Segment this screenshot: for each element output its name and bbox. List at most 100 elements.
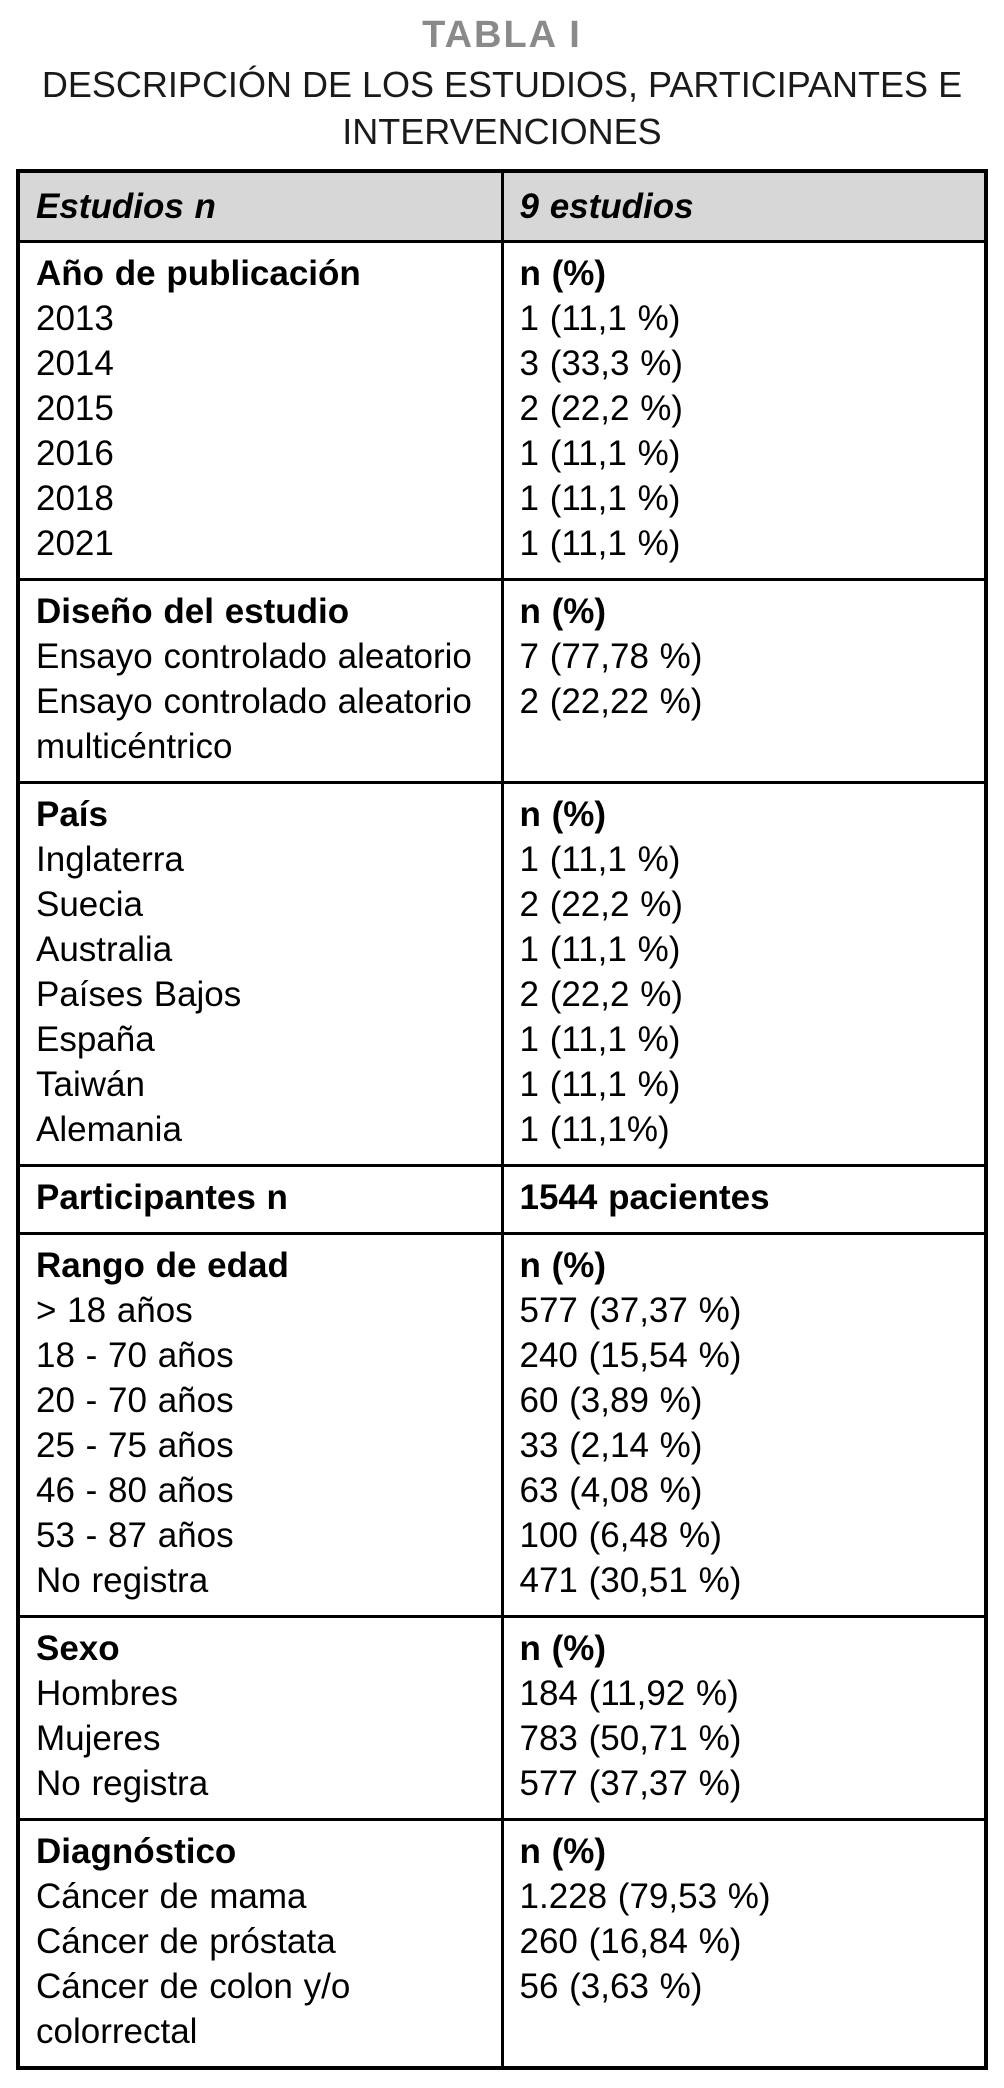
item-label: 2016: [36, 434, 114, 473]
section-heading: Rango de edad: [36, 1246, 289, 1285]
item-value: 1 (11,1 %): [519, 930, 681, 969]
section-labels-cell: Diagnóstico Cáncer de mama Cáncer de pró…: [16, 1818, 504, 2070]
section-heading: País: [36, 795, 108, 834]
item-label: Cáncer de próstata: [36, 1922, 336, 1961]
section-values-cell: n (%) 1 (11,1 %) 3 (33,3 %) 2 (22,2 %) 1…: [500, 240, 988, 581]
header-cell-total: 9 estudios: [500, 169, 988, 243]
item-label: 18 - 70 años: [36, 1336, 234, 1375]
section-diagnostico: Diagnóstico Cáncer de mama Cáncer de pró…: [16, 1818, 988, 2070]
section-value-heading: n (%): [519, 1246, 607, 1285]
section-value-heading: n (%): [519, 254, 607, 293]
section-pais: País Inglaterra Suecia Australia Países …: [16, 781, 988, 1167]
item-value: 1 (11,1 %): [519, 434, 681, 473]
section-labels-cell: Diseño del estudio Ensayo controlado ale…: [16, 578, 504, 784]
item-label: 2015: [36, 389, 114, 428]
item-label: Cáncer de colon y/o colorrectal: [36, 1967, 351, 2051]
item-value: 577 (37,37 %): [519, 1764, 742, 1803]
item-value: 184 (11,92 %): [519, 1674, 739, 1713]
item-value: 1 (11,1 %): [519, 1020, 681, 1059]
item-value: 7 (77,78 %): [519, 637, 703, 676]
item-value: 3 (33,3 %): [519, 344, 683, 383]
section-values-cell: 1544 pacientes: [500, 1164, 988, 1235]
item-value: 1 (11,1 %): [519, 299, 681, 338]
studies-description-table: Estudios n 9 estudios Año de publicación…: [16, 169, 988, 2070]
section-participantes: Participantes n 1544 pacientes: [16, 1164, 988, 1235]
item-label: 53 - 87 años: [36, 1516, 234, 1555]
section-labels-cell: Año de publicación 2013 2014 2015 2016 2…: [16, 240, 504, 581]
item-label: Australia: [36, 930, 173, 969]
header-label-left: Estudios n: [36, 187, 216, 226]
item-label: 2014: [36, 344, 114, 383]
section-heading: Año de publicación: [36, 254, 361, 293]
item-label: 25 - 75 años: [36, 1426, 234, 1465]
item-label: Ensayo controlado aleatorio multicéntric…: [36, 682, 472, 766]
item-value: 260 (16,84 %): [519, 1922, 742, 1961]
item-value: 100 (6,48 %): [519, 1516, 722, 1555]
table-subtitle-line-1: DESCRIPCIÓN DE LOS ESTUDIOS, PARTICIPANT…: [41, 64, 963, 105]
item-value: 577 (37,37 %): [519, 1291, 742, 1330]
item-value: 1 (11,1%): [519, 1110, 670, 1149]
section-values-cell: n (%) 184 (11,92 %) 783 (50,71 %) 577 (3…: [500, 1615, 988, 1821]
table-header-row: Estudios n 9 estudios: [16, 169, 988, 243]
table-subtitle-line-2: INTERVENCIONES: [342, 111, 662, 152]
section-labels-cell: País Inglaterra Suecia Australia Países …: [16, 781, 504, 1167]
section-value-heading: n (%): [519, 1629, 607, 1668]
item-label: 46 - 80 años: [36, 1471, 234, 1510]
item-label: Alemania: [36, 1110, 182, 1149]
header-label-right: 9 estudios: [519, 187, 694, 226]
item-label: > 18 años: [36, 1291, 193, 1330]
item-value: 240 (15,54 %): [519, 1336, 742, 1375]
section-value-heading: n (%): [519, 1832, 607, 1871]
item-label: 2021: [36, 524, 114, 563]
item-label: Cáncer de mama: [36, 1877, 307, 1916]
item-value: 1 (11,1 %): [519, 840, 681, 879]
section-value-heading: n (%): [519, 592, 607, 631]
item-value: 2 (22,2 %): [519, 885, 683, 924]
item-label: 2013: [36, 299, 114, 338]
section-ano-de-publicacion: Año de publicación 2013 2014 2015 2016 2…: [16, 240, 988, 581]
section-values-cell: n (%) 577 (37,37 %) 240 (15,54 %) 60 (3,…: [500, 1232, 988, 1618]
section-value-heading: n (%): [519, 795, 607, 834]
item-label: Mujeres: [36, 1719, 161, 1758]
item-label: Inglaterra: [36, 840, 184, 879]
item-value: 33 (2,14 %): [519, 1426, 703, 1465]
section-heading: Diagnóstico: [36, 1832, 237, 1871]
item-label: No registra: [36, 1561, 209, 1600]
item-label: No registra: [36, 1764, 209, 1803]
section-labels-cell: Participantes n: [16, 1164, 504, 1235]
section-diseno-del-estudio: Diseño del estudio Ensayo controlado ale…: [16, 578, 988, 784]
item-label: España: [36, 1020, 155, 1059]
item-label: Taiwán: [36, 1065, 145, 1104]
item-value: 2 (22,2 %): [519, 389, 683, 428]
item-label: Suecia: [36, 885, 144, 924]
section-rango-de-edad: Rango de edad > 18 años 18 - 70 años 20 …: [16, 1232, 988, 1618]
item-label: Países Bajos: [36, 975, 242, 1014]
item-value: 471 (30,51 %): [519, 1561, 742, 1600]
section-labels-cell: Rango de edad > 18 años 18 - 70 años 20 …: [16, 1232, 504, 1618]
section-heading: Diseño del estudio: [36, 592, 350, 631]
header-cell-estudios: Estudios n: [16, 169, 504, 243]
item-value: 63 (4,08 %): [519, 1471, 703, 1510]
section-sexo: Sexo Hombres Mujeres No registra n (%) 1…: [16, 1615, 988, 1821]
table-subtitle: DESCRIPCIÓN DE LOS ESTUDIOS, PARTICIPANT…: [10, 61, 994, 155]
section-values-cell: n (%) 1.228 (79,53 %) 260 (16,84 %) 56 (…: [500, 1818, 988, 2070]
section-heading: Sexo: [36, 1629, 120, 1668]
section-heading: Participantes n: [36, 1178, 288, 1217]
item-value: 2 (22,22 %): [519, 682, 703, 721]
item-value: 1 (11,1 %): [519, 524, 681, 563]
item-value: 56 (3,63 %): [519, 1967, 703, 2006]
item-value: 1 (11,1 %): [519, 1065, 681, 1104]
section-labels-cell: Sexo Hombres Mujeres No registra: [16, 1615, 504, 1821]
item-value: 60 (3,89 %): [519, 1381, 703, 1420]
item-value: 2 (22,2 %): [519, 975, 683, 1014]
section-value-heading: 1544 pacientes: [519, 1178, 770, 1217]
section-values-cell: n (%) 7 (77,78 %) 2 (22,22 %): [500, 578, 988, 784]
item-label: 20 - 70 años: [36, 1381, 234, 1420]
item-value: 1.228 (79,53 %): [519, 1877, 771, 1916]
item-value: 1 (11,1 %): [519, 479, 681, 518]
item-value: 783 (50,71 %): [519, 1719, 742, 1758]
item-label: Hombres: [36, 1674, 178, 1713]
item-label: Ensayo controlado aleatorio: [36, 637, 472, 676]
section-values-cell: n (%) 1 (11,1 %) 2 (22,2 %) 1 (11,1 %) 2…: [500, 781, 988, 1167]
